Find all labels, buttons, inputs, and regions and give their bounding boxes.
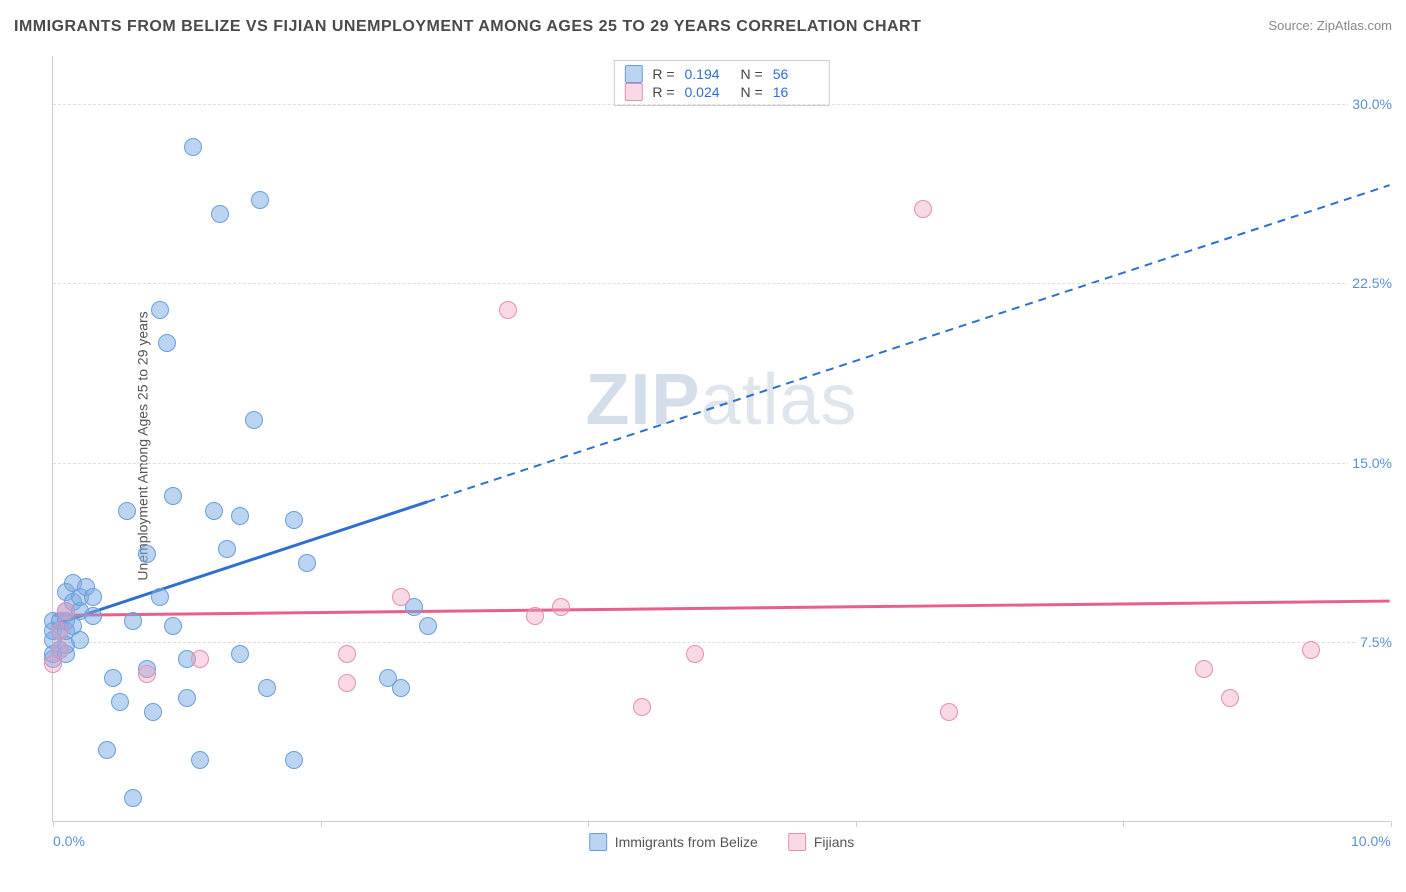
legend-item-belize: Immigrants from Belize [589,833,758,851]
swatch-pink [624,83,642,101]
data-point [84,607,102,625]
data-point [118,502,136,520]
series-legend: Immigrants from Belize Fijians [589,833,855,851]
swatch-blue [624,65,642,83]
data-point [251,191,269,209]
data-point [158,334,176,352]
data-point [124,612,142,630]
data-point [191,751,209,769]
x-tick [856,821,857,827]
data-point [285,751,303,769]
data-point [138,545,156,563]
chart-plot-area: ZIPatlas R = 0.194 N = 56 R = 0.024 N = … [52,56,1390,822]
data-point [392,588,410,606]
data-point [914,200,932,218]
y-tick-label: 30.0% [1348,96,1396,112]
data-point [552,598,570,616]
data-point [164,617,182,635]
data-point [338,645,356,663]
data-point [245,411,263,429]
x-tick [588,821,589,827]
source-attribution: Source: ZipAtlas.com [1268,18,1392,33]
data-point [205,502,223,520]
data-point [686,645,704,663]
swatch-blue-icon [589,833,607,851]
data-point [392,679,410,697]
data-point [164,487,182,505]
gridline [53,642,1390,643]
data-point [104,669,122,687]
data-point [151,301,169,319]
data-point [218,540,236,558]
data-point [71,631,89,649]
y-tick-label: 15.0% [1348,455,1396,471]
data-point [298,554,316,572]
x-tick [1123,821,1124,827]
gridline [53,283,1390,284]
data-point [178,689,196,707]
y-tick-label: 22.5% [1348,275,1396,291]
x-tick [53,821,54,827]
data-point [184,138,202,156]
correlation-legend: R = 0.194 N = 56 R = 0.024 N = 16 [613,60,829,106]
chart-title: IMMIGRANTS FROM BELIZE VS FIJIAN UNEMPLO… [14,18,921,36]
swatch-pink-icon [788,833,806,851]
gridline [53,463,1390,464]
data-point [1302,641,1320,659]
data-point [338,674,356,692]
x-tick [321,821,322,827]
data-point [231,507,249,525]
data-point [51,622,69,640]
x-tick [1391,821,1392,827]
x-tick-label: 0.0% [53,833,85,849]
data-point [211,205,229,223]
data-point [526,607,544,625]
gridline [53,104,1390,105]
data-point [124,789,142,807]
watermark: ZIPatlas [585,359,857,441]
legend-row-fijians: R = 0.024 N = 16 [624,83,818,101]
data-point [111,693,129,711]
data-point [98,741,116,759]
data-point [258,679,276,697]
data-point [51,641,69,659]
data-point [1221,689,1239,707]
data-point [940,703,958,721]
data-point [419,617,437,635]
data-point [84,588,102,606]
data-point [144,703,162,721]
data-point [499,301,517,319]
data-point [633,698,651,716]
data-point [138,665,156,683]
legend-row-belize: R = 0.194 N = 56 [624,65,818,83]
data-point [57,602,75,620]
x-tick-label: 10.0% [1351,833,1391,849]
data-point [151,588,169,606]
data-point [231,645,249,663]
data-point [191,650,209,668]
data-point [285,511,303,529]
data-point [1195,660,1213,678]
regression-lines [53,56,1390,821]
y-tick-label: 7.5% [1356,634,1396,650]
legend-item-fijians: Fijians [788,833,854,851]
